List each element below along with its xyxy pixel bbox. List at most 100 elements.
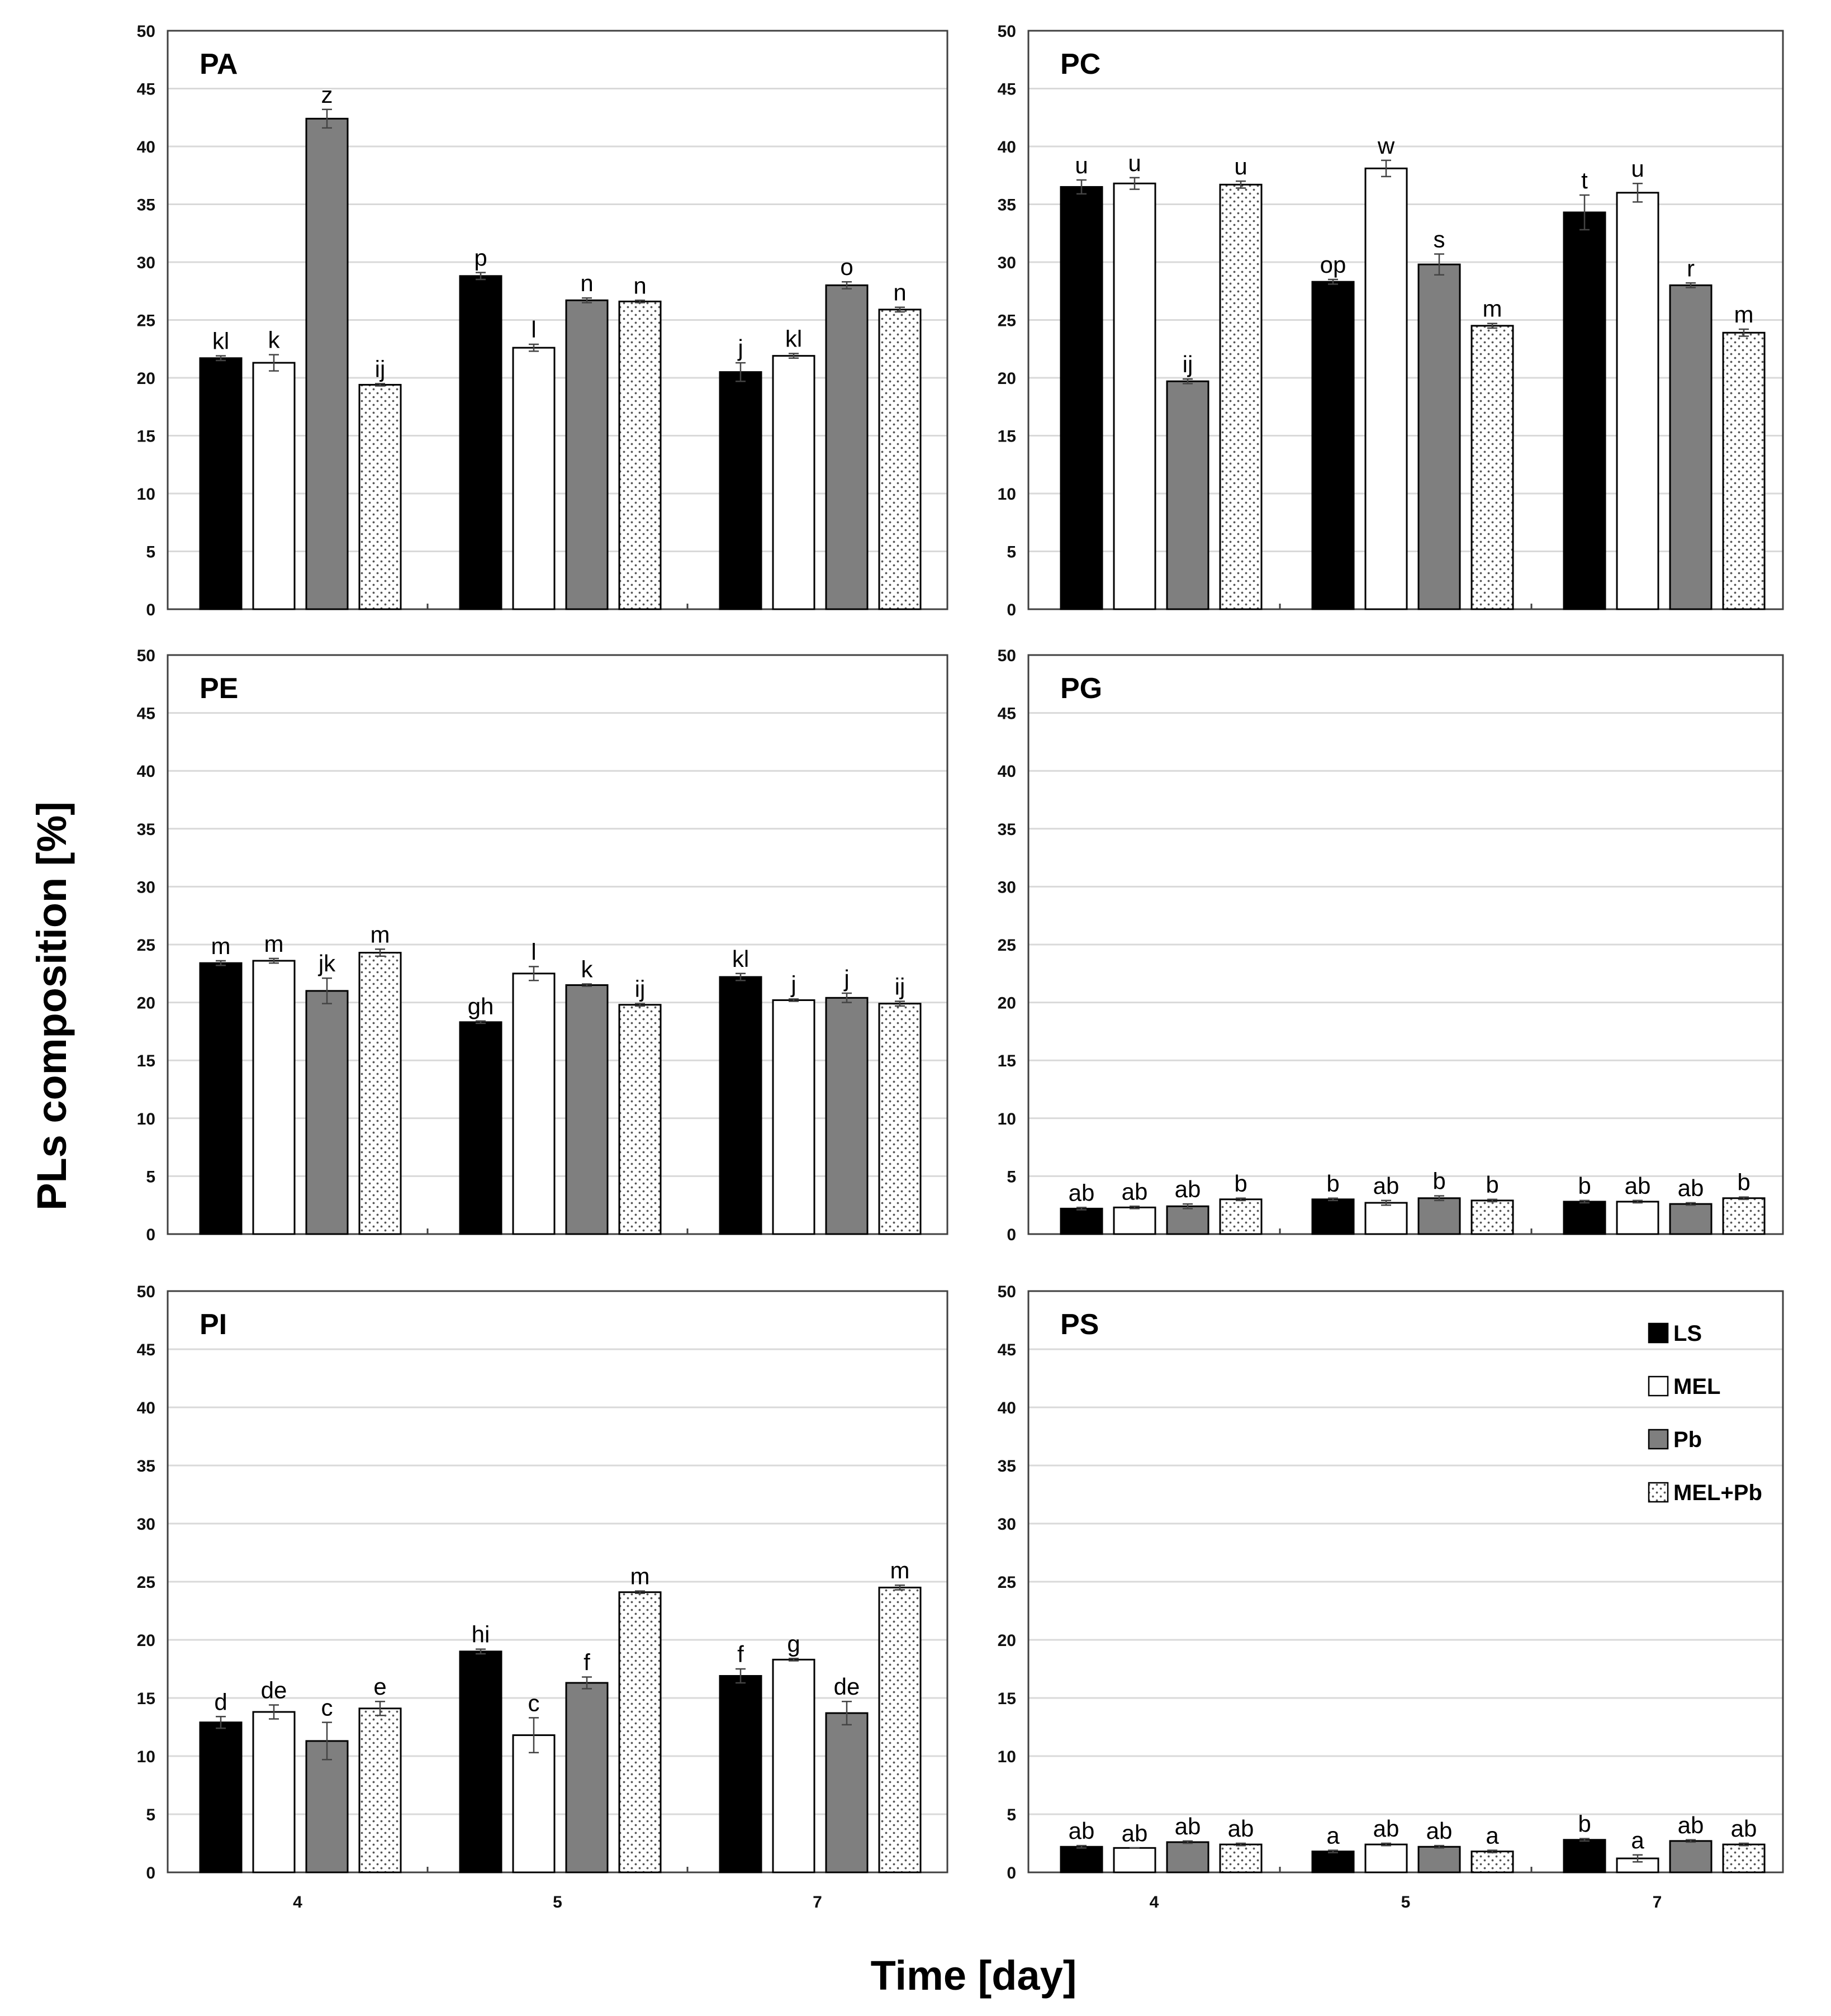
significance-letter: ab (1175, 1176, 1201, 1202)
y-tick-label: 15 (998, 1052, 1016, 1070)
y-tick-label: 35 (998, 196, 1016, 215)
significance-letter: e (373, 1673, 386, 1700)
y-tick-label: 30 (137, 878, 155, 896)
significance-letter: r (1687, 255, 1695, 281)
y-tick-label: 20 (137, 994, 155, 1013)
bar-mel-day7 (772, 999, 815, 1235)
y-tick-label: 15 (137, 1052, 155, 1070)
bar-mel-pb-day7 (1722, 331, 1766, 610)
significance-letter: z (321, 82, 333, 108)
legend-swatch-ls (1648, 1322, 1669, 1344)
y-tick-label: 20 (998, 1631, 1016, 1650)
significance-letter: ij (375, 355, 386, 382)
bar-mel-pb-day4 (1219, 1843, 1263, 1873)
panel-pg: 0 5 10 15 20 25 30 35 40 45 50 PG ab ab ab b b ab b b b ab ab b (998, 647, 1784, 1244)
legend-label: MEL (1673, 1374, 1720, 1399)
plot-frame (167, 30, 948, 610)
significance-letter: m (211, 933, 231, 959)
y-tick-label: 0 (1007, 1226, 1016, 1244)
y-tick-label: 20 (137, 1631, 155, 1650)
significance-letter: b (1326, 1170, 1339, 1197)
legend-label: MEL+Pb (1673, 1481, 1762, 1505)
bar-pb-day5 (1417, 1197, 1461, 1235)
y-tick-label: 50 (137, 22, 155, 41)
bar-pb-day4 (305, 1740, 349, 1873)
bar-mel-pb-day4 (358, 952, 402, 1235)
bar-ls-day7 (1563, 211, 1606, 610)
y-tick-label: 25 (998, 312, 1016, 330)
bar-pb-day7 (825, 284, 869, 610)
y-tick-label: 10 (137, 1748, 155, 1766)
significance-letter: ij (895, 974, 905, 1000)
y-tick-label: 50 (998, 1283, 1016, 1301)
significance-letter: m (1483, 296, 1502, 322)
y-tick-label: 40 (137, 138, 155, 156)
bar-pb-day5 (1417, 263, 1461, 610)
bar-mel-day4 (1113, 182, 1156, 610)
bar-mel-day4 (252, 960, 296, 1235)
plot-frame (167, 654, 948, 1235)
legend: LS MEL Pb MEL+Pb (1648, 1321, 1762, 1505)
significance-letter: b (1737, 1169, 1750, 1196)
legend-swatch-mel (1648, 1375, 1669, 1397)
legend-swatch-mel-pb (1648, 1482, 1669, 1503)
y-tick-label: 50 (998, 647, 1016, 665)
bar-mel-day7 (772, 1658, 815, 1873)
y-tick-label: 45 (998, 1341, 1016, 1359)
significance-letter: m (264, 931, 284, 957)
y-tick-label: 5 (146, 1806, 155, 1824)
legend-label: LS (1673, 1321, 1702, 1346)
bar-mel-day7 (1616, 1201, 1659, 1235)
y-tick-label: 10 (137, 1110, 155, 1128)
significance-letter: a (1486, 1822, 1499, 1848)
significance-letter: j (790, 971, 796, 997)
significance-letter: f (737, 1641, 744, 1667)
y-tick-label: 35 (137, 820, 155, 839)
bar-ls-day5 (1311, 1851, 1355, 1873)
significance-letter: p (474, 245, 487, 271)
y-tick-label: 40 (998, 138, 1016, 156)
y-tick-label: 15 (137, 1690, 155, 1708)
plot-frame (167, 1290, 948, 1873)
bar-mel-pb-day4 (1219, 1198, 1263, 1235)
x-tick-label: 5 (553, 1893, 562, 1911)
significance-letter: gh (468, 993, 494, 1019)
y-tick-label: 35 (998, 1457, 1016, 1476)
y-tick-label: 30 (137, 1515, 155, 1534)
bar-mel-pb-day7 (878, 1586, 922, 1873)
bar-ls-day7 (719, 976, 762, 1235)
significance-letter: ab (1625, 1173, 1651, 1199)
bar-ls-day5 (459, 275, 502, 610)
bar-pb-day7 (1669, 1203, 1713, 1235)
bar-pb-day4 (305, 117, 349, 610)
significance-letter: ab (1122, 1178, 1148, 1204)
bar-mel-pb-day5 (1471, 1851, 1514, 1873)
significance-letter: ab (1426, 1818, 1453, 1844)
bar-pb-day4 (1166, 1841, 1209, 1873)
y-tick-label: 10 (137, 485, 155, 504)
y-tick-label: 0 (146, 1226, 155, 1244)
significance-letter: m (890, 1557, 910, 1583)
bar-mel-day5 (512, 1734, 556, 1873)
significance-letter: jk (317, 950, 336, 976)
significance-letter: hi (472, 1621, 490, 1648)
bar-pb-day7 (825, 997, 869, 1235)
significance-letter: kl (785, 326, 802, 352)
panel-title: PC (1060, 48, 1101, 80)
panel-pa: 0 5 10 15 20 25 30 35 40 45 50 PA kl k z ij p l n n j kl o n (137, 22, 948, 619)
bar-mel-day4 (1113, 1847, 1156, 1873)
y-tick-label: 50 (137, 1283, 155, 1301)
significance-letter: k (268, 327, 281, 353)
y-tick-label: 45 (998, 80, 1016, 99)
bar-ls-day7 (1563, 1201, 1606, 1235)
significance-letter: ab (1373, 1173, 1400, 1199)
y-tick-label: 0 (1007, 601, 1016, 619)
y-tick-label: 30 (998, 1515, 1016, 1534)
significance-letter: c (321, 1695, 333, 1721)
bar-ls-day4 (1060, 1207, 1103, 1235)
significance-letter: ab (1678, 1175, 1704, 1201)
y-tick-label: 0 (1007, 1864, 1016, 1882)
bar-mel-pb-day4 (358, 1707, 402, 1873)
bar-pb-day4 (305, 990, 349, 1235)
